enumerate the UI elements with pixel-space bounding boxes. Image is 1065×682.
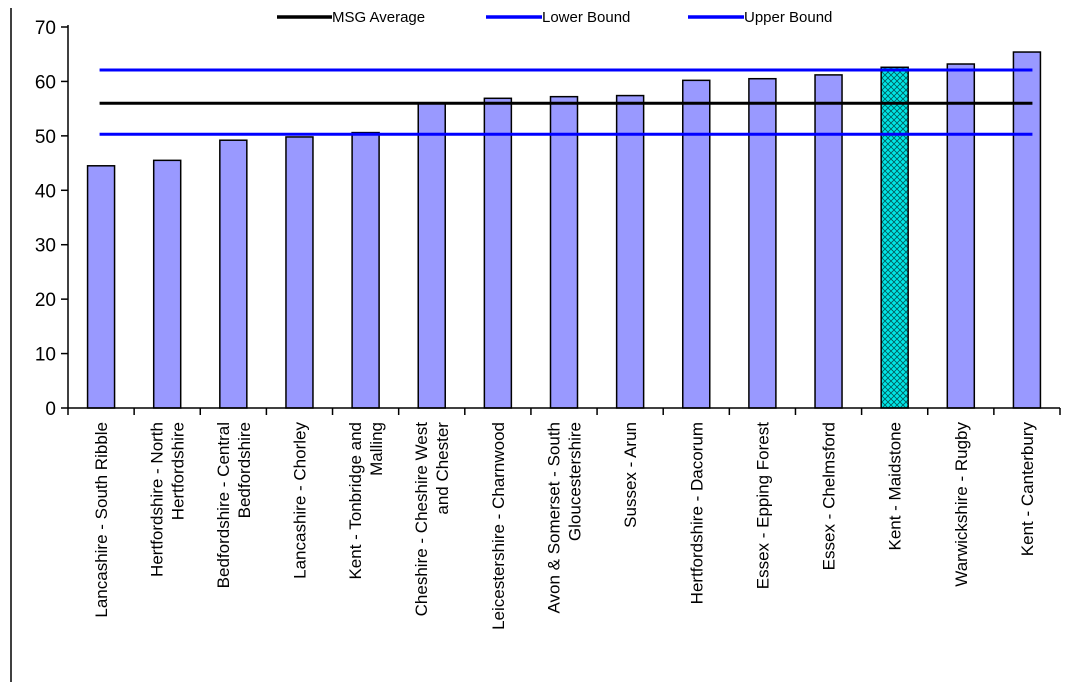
category-label-line: Cheshire - Cheshire West (412, 422, 431, 617)
bar (152, 159, 182, 409)
bar (549, 95, 579, 409)
y-tick-label: 50 (35, 127, 56, 148)
bar (219, 139, 248, 409)
category-label-line: Essex - Chelmsford (820, 422, 839, 570)
y-tick-label: 10 (35, 345, 56, 366)
category-label-line: Hertfordshire - North (148, 422, 167, 577)
y-tick-label: 40 (35, 181, 56, 202)
y-tick-label: 60 (35, 72, 56, 93)
category-label-line: Leicestershire - Charnwood (489, 422, 508, 630)
y-tick-label: 30 (35, 236, 56, 257)
category-label-line: and Chester (433, 422, 452, 515)
category-label-line: Avon & Somerset - South (545, 422, 564, 614)
y-axis: 0 10 20 30 40 50 60 70 (10, 8, 69, 682)
legend: MSG Average Lower Bound Upper Bound (277, 9, 832, 26)
category-label-line: Warwickshire - Rugby (952, 422, 971, 587)
bar (1012, 51, 1042, 409)
category-label-line: Bedfordshire - Central (214, 422, 233, 588)
bar (946, 63, 976, 409)
y-tick-label: 20 (35, 290, 56, 311)
bar (86, 165, 116, 409)
bar (748, 77, 777, 409)
bar-highlighted (880, 66, 909, 409)
bar (814, 74, 843, 409)
category-label-line: Hertfordshire (169, 422, 188, 520)
bar (615, 94, 645, 409)
legend-label: Lower Bound (542, 9, 630, 26)
category-label-line: Kent - Canterbury (1018, 422, 1037, 557)
bar (285, 136, 314, 409)
legend-label: Upper Bound (744, 9, 832, 26)
category-label-line: Lancashire - Chorley (290, 422, 309, 579)
x-axis (67, 407, 1061, 415)
category-labels: Lancashire - South Ribble Hertfordshire -… (92, 422, 1037, 630)
category-label-line: Malling (367, 422, 386, 476)
category-label-line: Gloucestershire (566, 422, 585, 541)
category-label-line: Essex - Epping Forest (753, 422, 772, 590)
reference-lines (99, 68, 1033, 136)
bar (417, 102, 446, 409)
category-label-line: Bedfordshire (235, 422, 254, 518)
bar (682, 79, 711, 409)
category-label-line: Kent - Tonbridge and (346, 422, 365, 580)
y-tick-label: 70 (35, 18, 56, 39)
category-label-line: Hertfordshire - Dacorum (687, 422, 706, 604)
y-tick-label: 0 (45, 399, 56, 420)
category-label-line: Lancashire - South Ribble (92, 422, 111, 618)
category-label-line: Sussex - Arun (621, 422, 640, 528)
bar (483, 97, 513, 409)
bar (351, 131, 380, 409)
category-label-line: Kent - Maidstone (886, 422, 905, 551)
bars (86, 51, 1042, 409)
legend-label: MSG Average (332, 9, 425, 26)
